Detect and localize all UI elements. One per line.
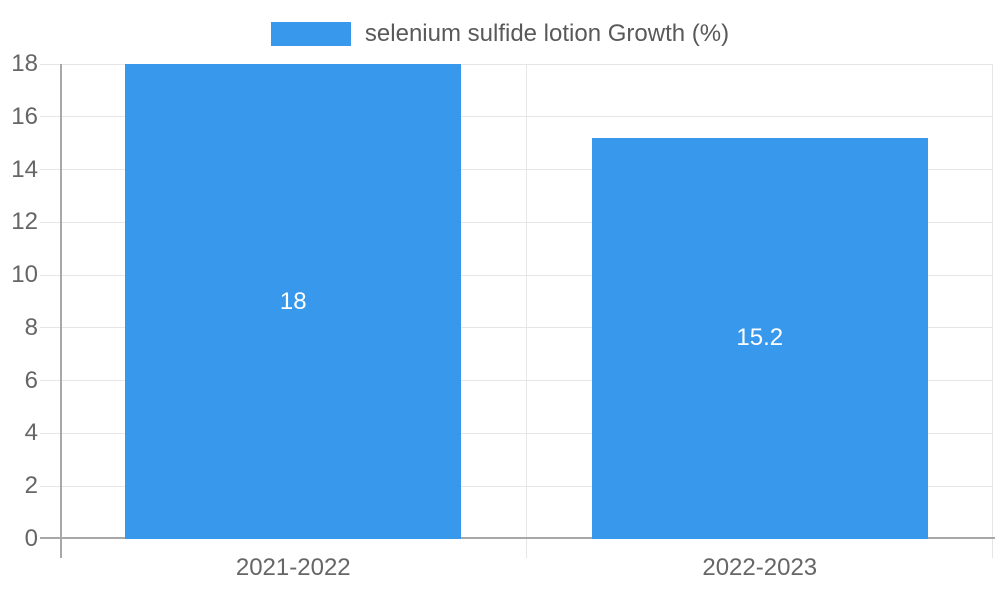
legend-item-growth[interactable]: selenium sulfide lotion Growth (%) <box>270 20 730 48</box>
x-axis-line <box>40 537 995 539</box>
bar-value-label: 18 <box>279 287 307 315</box>
gridline-vertical <box>992 64 993 558</box>
gridline-horizontal <box>40 116 993 118</box>
y-tick-label: 10 <box>11 261 38 289</box>
y-tick-label: 18 <box>11 50 38 77</box>
y-tick-label: 14 <box>11 155 38 183</box>
gridline-horizontal <box>40 221 993 223</box>
gridline-horizontal <box>40 432 993 434</box>
y-tick-label: 2 <box>24 472 38 500</box>
x-axis-label: 2022-2023 <box>702 554 818 581</box>
gridline-horizontal <box>40 63 993 65</box>
gridline-horizontal <box>40 485 993 487</box>
y-tick-label: 4 <box>24 419 38 447</box>
y-tick-label: 0 <box>24 525 38 552</box>
gridline-horizontal <box>40 327 993 329</box>
chart-legend: selenium sulfide lotion Growth (%) <box>0 20 1000 48</box>
plot-area: 18 15.2 <box>40 63 995 558</box>
x-axis-label: 2021-2022 <box>235 554 351 581</box>
y-tick-label: 8 <box>24 313 38 341</box>
y-tick-label: 6 <box>24 366 38 394</box>
gridline-vertical <box>525 64 527 558</box>
bar[interactable]: 15.2 <box>591 137 928 539</box>
legend-swatch <box>270 22 351 46</box>
bar[interactable]: 18 <box>125 64 462 539</box>
bar-value-label: 15.2 <box>736 324 784 352</box>
gridline-horizontal <box>40 169 993 171</box>
gridline-horizontal <box>40 274 993 276</box>
gridline-horizontal <box>40 380 993 382</box>
y-tick-label: 12 <box>11 208 38 236</box>
y-axis-line <box>60 64 62 558</box>
legend-label: selenium sulfide lotion Growth (%) <box>364 20 730 47</box>
y-tick-label: 16 <box>11 102 38 130</box>
